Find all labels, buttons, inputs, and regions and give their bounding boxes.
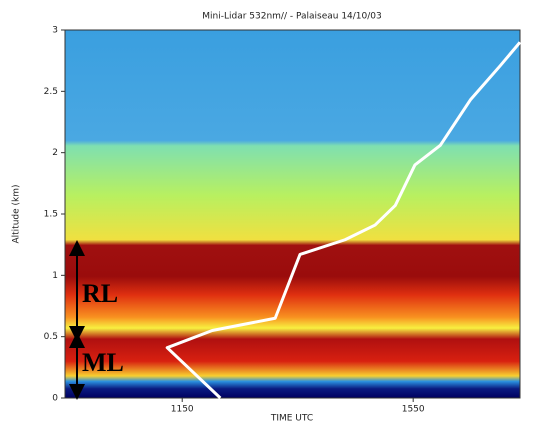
x-axis-label: TIME UTC xyxy=(270,414,313,424)
y-tick-label: 0 xyxy=(52,394,58,404)
lidar-backscatter xyxy=(65,30,520,398)
y-tick-label: 3 xyxy=(52,26,58,36)
y-axis-label: Altitude (km) xyxy=(12,184,22,243)
y-tick-label: 2.5 xyxy=(44,87,58,97)
x-tick-label: 1550 xyxy=(402,405,425,415)
annotation: RL xyxy=(82,279,118,308)
profile-line xyxy=(165,41,522,400)
y-tick-label: 1.5 xyxy=(44,210,58,220)
y-tick-label: 1 xyxy=(52,271,58,281)
y-tick-label: 0.5 xyxy=(44,332,58,342)
y-tick-label: 2 xyxy=(52,148,58,158)
annotation: ML xyxy=(82,348,124,377)
x-tick-label: 1150 xyxy=(171,405,194,415)
chart-title: Mini-Lidar 532nm// - Palaiseau 14/10/03 xyxy=(202,12,382,22)
